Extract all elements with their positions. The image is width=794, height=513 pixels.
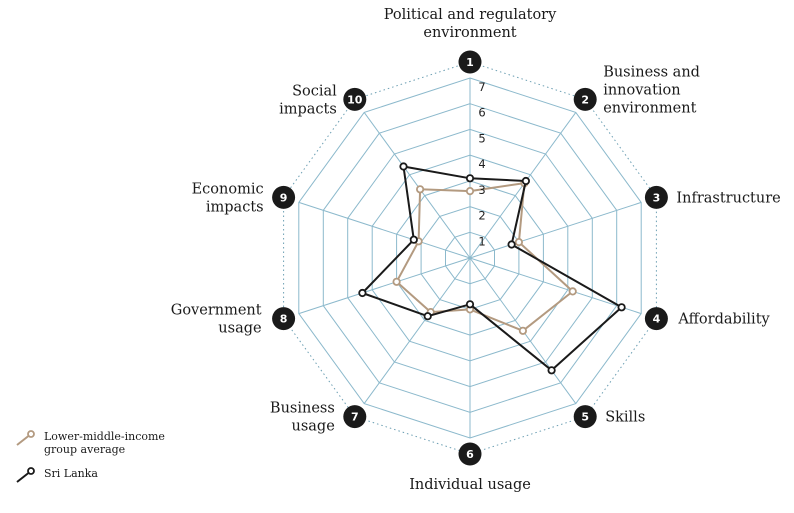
axis-label-8-line-2: usage [218,321,261,337]
axis-number-10: 10 [347,93,363,106]
axis-badge-3-icon [644,185,668,209]
series-2-point-6 [465,300,475,309]
grid-spoke-3 [469,201,642,259]
legend-swatch-lmi-icon [16,430,35,446]
axis-label-8-line-1: Government [171,303,262,319]
series-2-point-3 [507,240,516,249]
radial-tick-labels: 1 2 3 4 5 6 7 [478,80,485,248]
series-2-point-2 [521,176,531,186]
radar-series [358,162,626,375]
series-1-point-4 [568,287,577,296]
tick-label-5: 5 [478,131,485,145]
series-2-point-4 [617,303,626,312]
series-1-point-3 [514,238,524,247]
legend-item-sri-lanka: Sri Lanka [14,467,174,485]
axis-badge-1-icon [458,50,482,74]
axis-badge-5-icon [573,405,597,429]
axis-badge-8-icon [272,307,296,331]
axis-number-6: 6 [466,448,474,461]
axis-number-1: 1 [466,56,474,69]
series-line-1 [395,182,574,332]
series-2-point-7 [423,312,432,321]
series-1-point-8 [392,277,401,286]
axis-6: 6 Individual usage [409,442,531,493]
axis-label-10-line-2: impacts [279,101,337,117]
axis-label-5: Skills [605,410,645,426]
axis-badge-4-icon [644,307,668,331]
axis-label-7-line-1: Business [270,401,335,417]
axis-labels: 1 Political and regulatory environment 2 Bus… [171,7,781,493]
axis-number-8: 8 [280,313,288,326]
axis-5: 5 Skills [573,405,645,429]
axis-2: 2 Business and innovation environment [573,64,700,116]
axis-7: 7 Business usage [270,401,367,435]
axis-badge-6-icon [458,442,482,466]
tick-label-3: 3 [478,183,485,197]
axis-badge-9-icon [272,185,296,209]
axis-label-2-line-2: innovation [603,82,680,98]
series-line-2 [361,165,623,372]
grid-spoke-8 [298,257,471,315]
grid-spoke-7 [363,257,471,404]
axis-label-3: Infrastructure [676,190,780,206]
series-1-point-10 [415,185,425,194]
axis-10: 10 Social impacts [279,83,367,117]
series-2-point-9 [409,235,418,244]
legend-label-lmi: Lower-middle-income group average [44,430,165,456]
axis-label-1-line-2: environment [423,25,516,41]
axis-number-7: 7 [351,411,359,424]
axis-9: 9 Economic impacts [192,181,296,215]
axis-number-3: 3 [653,191,661,204]
series-2-point-5 [547,366,556,375]
series-2-point-1 [465,174,475,183]
tick-label-4: 4 [478,157,485,171]
legend-label-sri-lanka: Sri Lanka [44,467,98,480]
grid-spoke-10 [363,112,471,259]
axis-label-4: Affordability [677,312,770,328]
axis-label-6: Individual usage [409,477,531,493]
axis-number-9: 9 [280,191,288,204]
axis-number-5: 5 [581,411,589,424]
series-2 [358,162,626,375]
axis-label-9-line-1: Economic [192,181,264,197]
series-1-point-5 [518,326,528,335]
axis-number-2: 2 [581,93,589,106]
axis-label-2-line-1: Business and [603,64,700,80]
grid-spoke-4 [469,257,642,315]
legend-swatch-sri-lanka-icon [16,467,35,483]
axis-label-10-line-1: Social [292,83,337,99]
radar-grid [283,61,657,455]
axis-badge-10-icon [343,87,367,111]
axis-label-7-line-2: usage [292,419,335,435]
tick-label-2: 2 [478,209,485,223]
tick-label-7: 7 [478,80,485,94]
axis-badge-2-icon [573,87,597,111]
axis-number-4: 4 [653,313,661,326]
axis-label-2-line-3: environment [603,100,696,116]
series-2-point-10 [399,162,408,171]
axis-label-9-line-2: impacts [206,199,264,215]
axis-label-1-line-1: Political and regulatory [384,7,557,23]
axis-8: 8 Government usage [171,303,296,337]
legend: Lower-middle-income group average Sri La… [14,430,174,496]
series-2-point-8 [358,288,367,298]
tick-label-1: 1 [478,234,485,248]
axis-3: 3 Infrastructure [644,185,781,209]
series-1-point-1 [465,187,475,196]
grid-spoke-9 [298,201,471,259]
axis-1: 1 Political and regulatory environment [384,7,557,74]
axis-badge-7-icon [343,405,367,429]
legend-item-lmi: Lower-middle-income group average [14,430,174,456]
tick-label-6: 6 [478,106,485,120]
axis-4: 4 Affordability [644,307,771,331]
